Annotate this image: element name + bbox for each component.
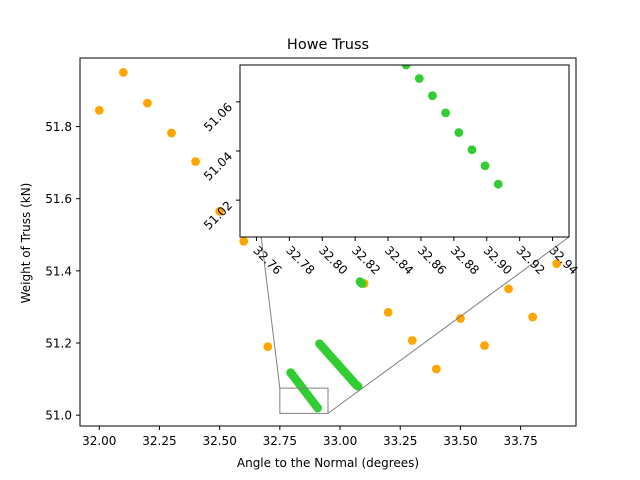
inset-plot-area: 32.7632.7832.8032.8232.8432.8632.8832.90… xyxy=(201,64,581,277)
data-point xyxy=(94,105,104,115)
inset-data-point xyxy=(441,108,451,118)
y-tick-label: 51.4 xyxy=(45,264,72,278)
inset-x-tick-label: 32.94 xyxy=(546,243,580,277)
inset-x-tick-label: 32.84 xyxy=(382,243,416,277)
inset-x-tick-label: 32.76 xyxy=(250,243,284,277)
inset-data-point xyxy=(401,65,411,70)
inset-data-point xyxy=(467,145,477,155)
y-tick-label: 51.8 xyxy=(45,120,72,134)
inset-y-tick-label: 51.02 xyxy=(201,198,235,232)
inset-x-tick-label: 32.86 xyxy=(415,243,449,277)
x-tick-label: 33.00 xyxy=(323,434,357,448)
data-point xyxy=(239,236,249,246)
inset-data-point xyxy=(480,161,490,171)
inset-x-tick-label: 32.82 xyxy=(349,243,383,277)
data-point xyxy=(313,403,323,413)
x-axis-label: Angle to the Normal (degrees) xyxy=(237,456,419,470)
inset-points xyxy=(401,65,503,189)
y-tick-label: 51.2 xyxy=(45,337,72,351)
main-plot-area: 32.00 32.25 32.50 32.75 33.00 33.25 33.50 33.75… xyxy=(45,57,577,448)
data-point xyxy=(528,312,538,322)
inset-data-point xyxy=(414,74,424,83)
inset-x-tick-label: 32.80 xyxy=(316,243,350,277)
data-point xyxy=(552,259,562,269)
data-point xyxy=(504,284,513,294)
x-tick-label: 32.00 xyxy=(82,434,116,448)
inset-x-tick-label: 32.90 xyxy=(481,243,515,277)
zoom-connector-line xyxy=(327,236,570,414)
data-point xyxy=(143,98,152,108)
x-tick-label: 32.25 xyxy=(142,434,176,448)
inset-data-point xyxy=(428,91,437,101)
chart-title: Howe Truss xyxy=(287,37,369,53)
x-tick-label: 33.75 xyxy=(503,434,537,448)
data-point xyxy=(480,341,489,350)
inset-x-tick-label: 32.78 xyxy=(283,243,317,277)
inset-x-tick-label: 32.92 xyxy=(514,243,548,277)
y-axis-label: Weight of Truss (kN) xyxy=(19,183,33,304)
data-point xyxy=(431,364,441,374)
data-point xyxy=(456,314,465,323)
inset-background xyxy=(240,65,569,237)
inset-data-point xyxy=(454,128,464,137)
inset-y-tick-label: 51.06 xyxy=(201,100,235,134)
inset-data-point xyxy=(493,179,503,189)
data-point xyxy=(357,279,367,288)
y-tick-label: 51.0 xyxy=(45,409,72,423)
x-tick-label: 33.50 xyxy=(443,434,477,448)
data-point xyxy=(191,157,200,166)
data-point xyxy=(353,381,363,391)
inset-x-tick-label: 32.88 xyxy=(448,243,482,277)
inset-y-tick-label: 51.04 xyxy=(201,149,235,183)
y-tick-label: 51.6 xyxy=(45,192,72,206)
x-tick-label: 32.75 xyxy=(263,434,297,448)
x-tick-label: 33.25 xyxy=(383,434,417,448)
x-tick-label: 32.50 xyxy=(202,434,236,448)
data-point xyxy=(215,206,225,216)
data-point xyxy=(263,342,273,352)
main-axes-frame xyxy=(79,57,577,427)
data-point xyxy=(383,307,393,317)
data-point xyxy=(118,68,128,77)
data-point xyxy=(167,128,176,138)
zoom-region-box xyxy=(279,387,329,414)
data-point xyxy=(407,336,417,345)
